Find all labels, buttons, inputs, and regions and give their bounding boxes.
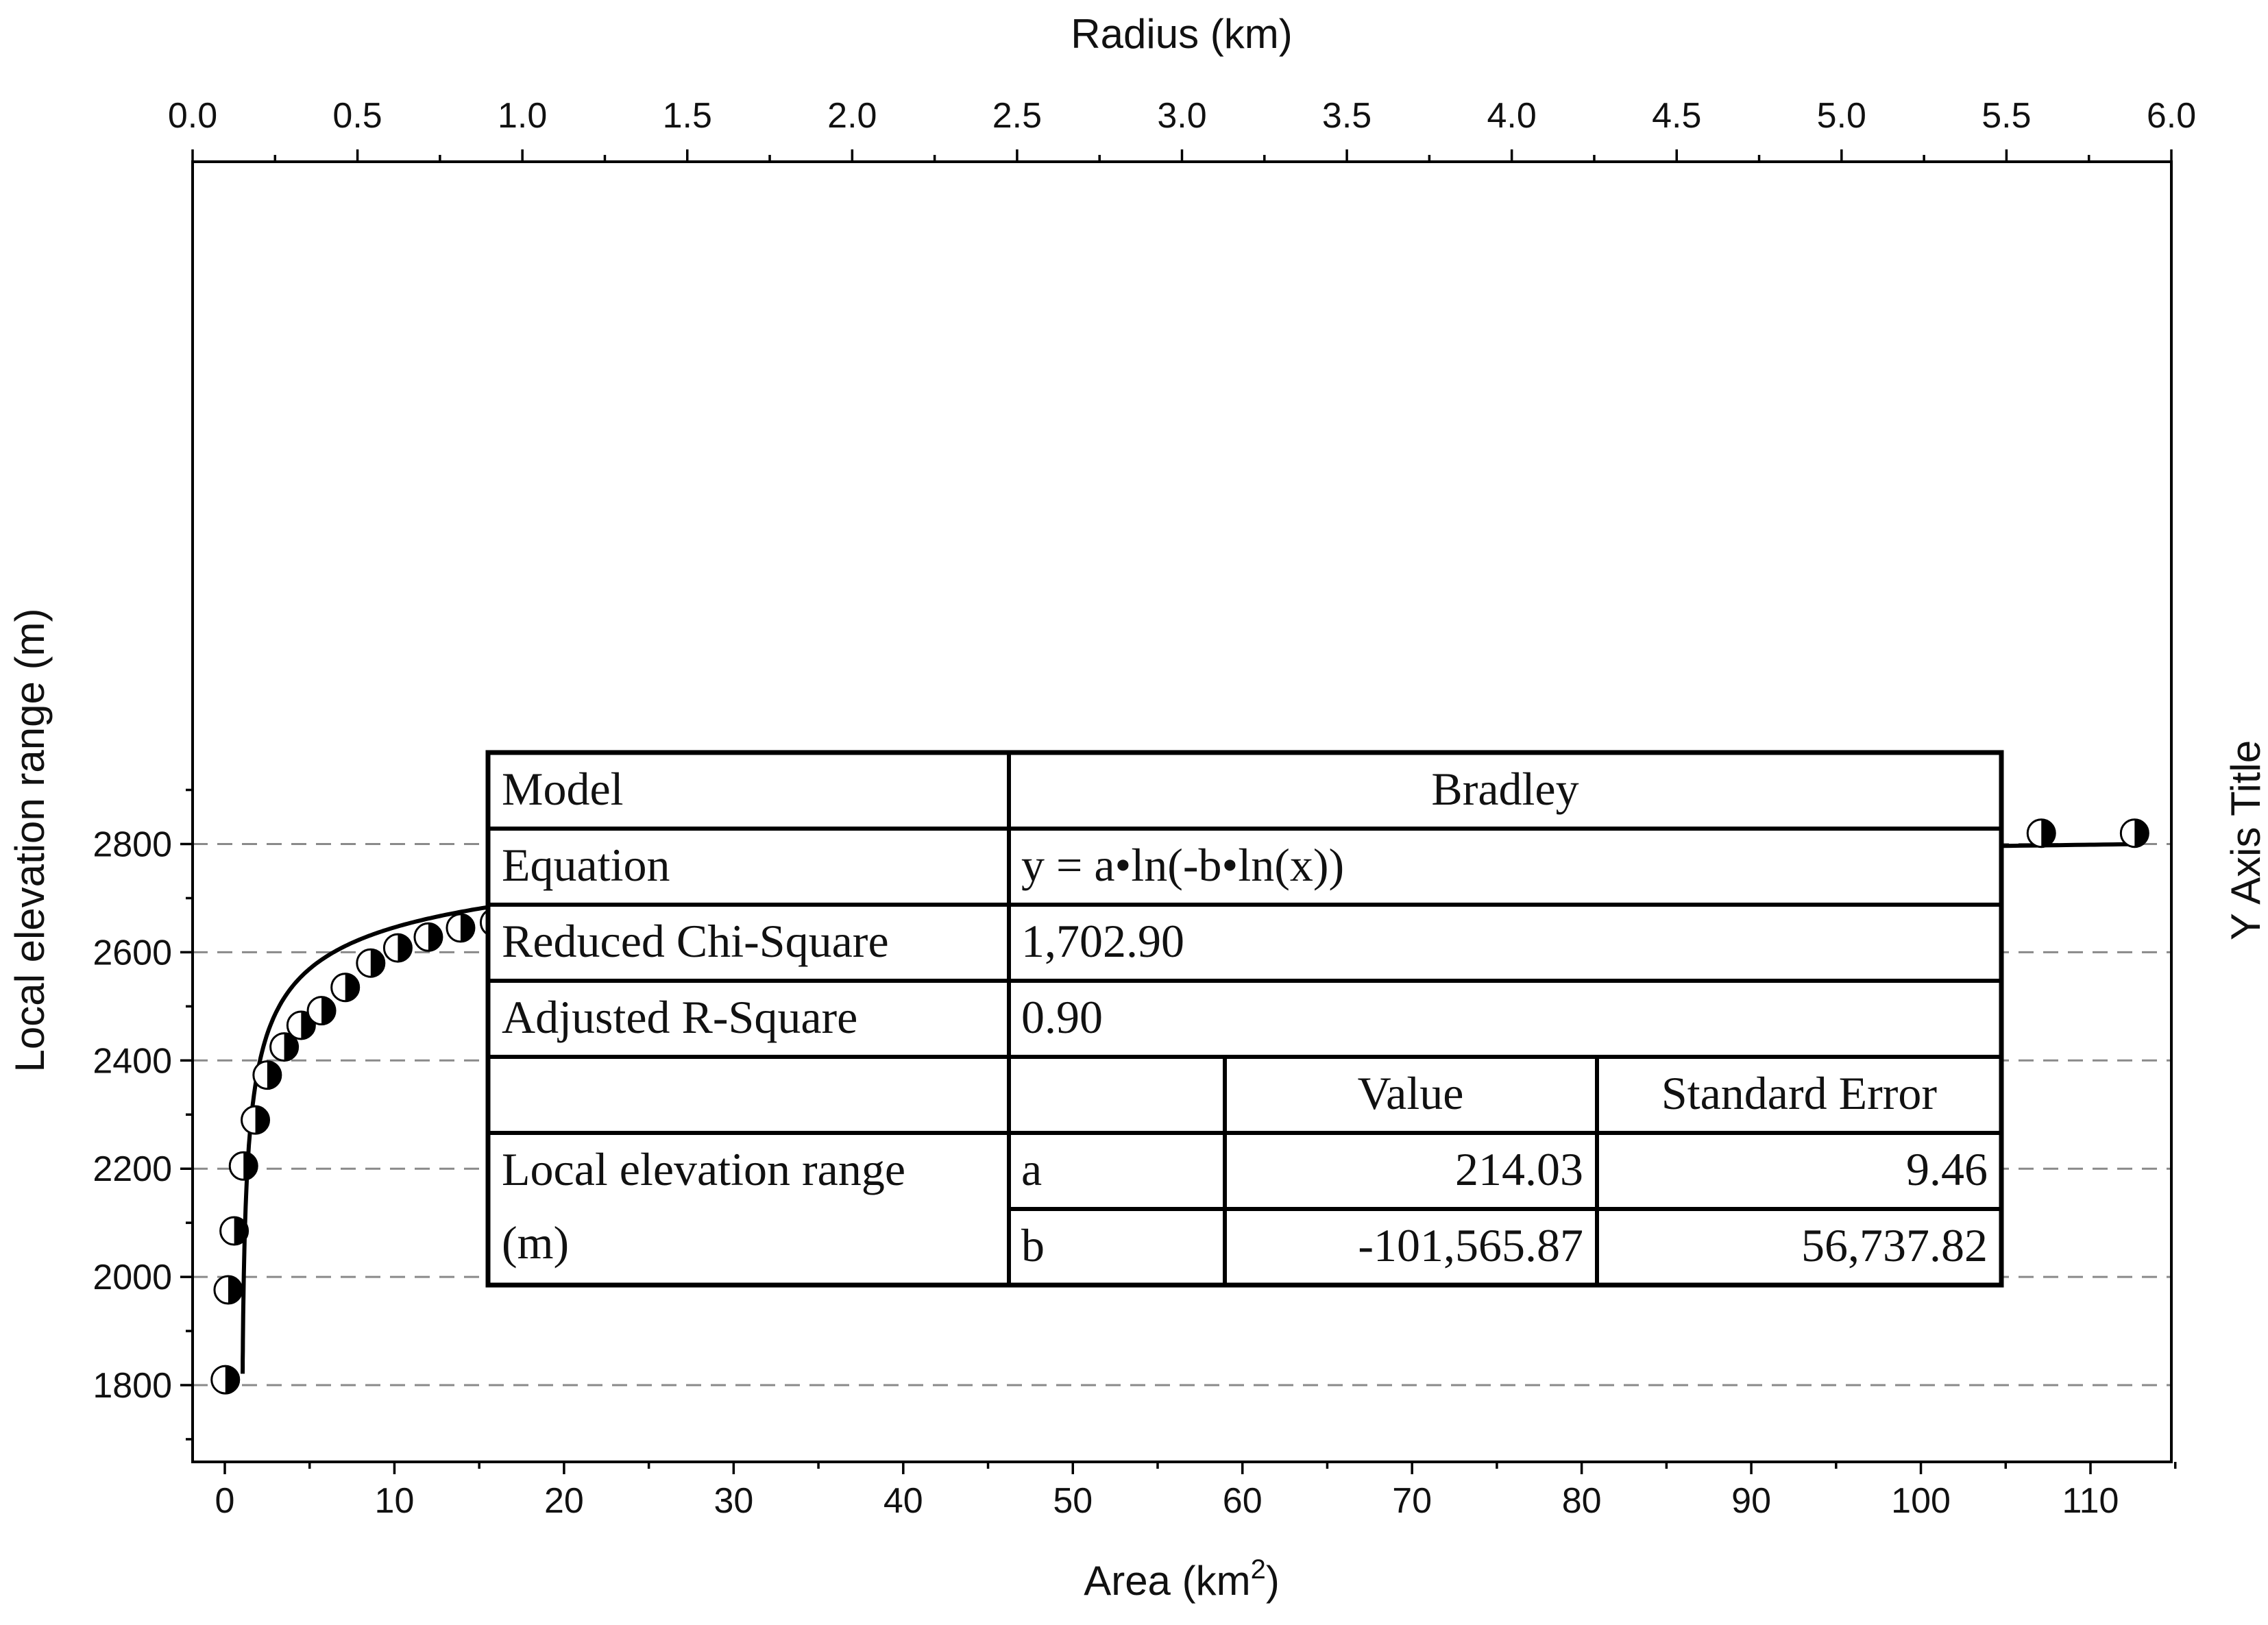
x-tick-label-50: 50 [1053, 1481, 1093, 1521]
point-fill-half [321, 997, 336, 1025]
y-tick-label-2800: 2800 [93, 825, 172, 865]
point-fill-half [460, 914, 474, 942]
point-fill-half [2134, 819, 2149, 847]
half-filled-point [446, 913, 476, 943]
y-tick-label-2200: 2200 [93, 1149, 172, 1189]
x2-tick-label-1.0: 1.0 [498, 96, 547, 136]
y-tick-label-2400: 2400 [93, 1041, 172, 1081]
point-fill-half [398, 934, 412, 962]
table-row-value: 0.90 [1021, 991, 1103, 1043]
half-filled-point [210, 1365, 241, 1395]
x-tick-label-110: 110 [2062, 1481, 2119, 1521]
half-filled-point [286, 1010, 316, 1040]
right-axis-title: Y Axis Title [2223, 740, 2268, 940]
point-fill-half [267, 1061, 281, 1089]
x2-tick-label-4.0: 4.0 [1487, 96, 1537, 136]
param-name-b: b [1021, 1219, 1045, 1271]
half-filled-point [269, 1032, 300, 1062]
half-filled-point [356, 948, 386, 978]
x-axis-title: Area (km2) [1084, 1554, 1280, 1604]
half-filled-point [219, 1216, 249, 1246]
param-name-a: a [1021, 1143, 1042, 1195]
half-filled-point [330, 973, 361, 1003]
half-filled-point [382, 933, 413, 963]
y-tick-label-2000: 2000 [93, 1258, 172, 1297]
table-row-value: y = a•ln(-b•ln(x)) [1021, 839, 1344, 891]
x-tick-label-60: 60 [1223, 1481, 1263, 1521]
point-fill-half [284, 1033, 298, 1061]
x2-tick-label-4.5: 4.5 [1652, 96, 1701, 136]
y-axis-title: Local elevation range (m) [7, 608, 53, 1072]
x2-tick-label-1.5: 1.5 [663, 96, 712, 136]
table-row-label: Adjusted R-Square [502, 991, 857, 1043]
x2-tick-label-2.5: 2.5 [992, 96, 1042, 136]
param-error-a: 9.46 [1906, 1143, 1988, 1195]
param-value-a: 214.03 [1455, 1143, 1583, 1195]
x-tick-label-80: 80 [1562, 1481, 1602, 1521]
table-header-error: Standard Error [1661, 1067, 1938, 1119]
x-tick-label-0: 0 [215, 1481, 235, 1521]
x-tick-label-100: 100 [1891, 1481, 1951, 1521]
half-filled-point [306, 996, 337, 1026]
x-tick-label-90: 90 [1731, 1481, 1771, 1521]
half-filled-point [213, 1275, 243, 1305]
x2-tick-label-5.5: 5.5 [1982, 96, 2031, 136]
x2-tick-label-0.5: 0.5 [332, 96, 382, 136]
y-tick-label-1800: 1800 [93, 1366, 172, 1406]
table-row-label: Equation [502, 839, 670, 891]
table-row-label: Reduced Chi-Square [502, 915, 889, 967]
x2-tick-label-5.0: 5.0 [1817, 96, 1866, 136]
x2-tick-label-3.5: 3.5 [1322, 96, 1371, 136]
y-tick-label-2600: 2600 [93, 933, 172, 973]
x2-tick-label-6.0: 6.0 [2147, 96, 2196, 136]
half-filled-point [252, 1060, 282, 1090]
point-fill-half [228, 1276, 242, 1304]
table-row-label: Model [502, 763, 624, 815]
table-header-value: Value [1358, 1067, 1464, 1119]
point-fill-half [243, 1152, 258, 1180]
half-filled-point [2026, 818, 2056, 848]
param-error-b: 56,737.82 [1801, 1219, 1988, 1271]
table-background [488, 753, 2001, 1285]
half-filled-point [241, 1105, 271, 1135]
point-fill-half [428, 923, 442, 951]
x-tick-label-40: 40 [883, 1481, 923, 1521]
point-fill-half [234, 1217, 248, 1245]
x-tick-label-70: 70 [1392, 1481, 1432, 1521]
x-tick-label-30: 30 [714, 1481, 753, 1521]
x2-tick-label-0.0: 0.0 [168, 96, 217, 136]
half-filled-point [2119, 818, 2149, 848]
x2-tick-label-2.0: 2.0 [827, 96, 877, 136]
half-filled-point [413, 922, 443, 952]
point-fill-half [2041, 819, 2056, 847]
x-tick-label-10: 10 [375, 1481, 415, 1521]
x-tick-label-20: 20 [544, 1481, 584, 1521]
fit-results-table: Model Bradley Equation y = a•ln(-b•ln(x)… [485, 750, 2004, 1288]
table-row-value: Bradley [1431, 763, 1578, 815]
point-fill-half [345, 973, 359, 1001]
half-filled-point [228, 1151, 258, 1181]
param-value-b: -101,565.87 [1358, 1219, 1583, 1271]
point-fill-half [225, 1366, 239, 1394]
table-border [485, 750, 2004, 1288]
top-axis-title: Radius (km) [1071, 11, 1292, 57]
table-dataset-unit: (m) [502, 1217, 569, 1269]
axis-ticks: 1800 2000 2200 2400 2600 2800 0 10 20 30 40 50 60 70 8… [93, 96, 2196, 1521]
x2-tick-label-3.0: 3.0 [1157, 96, 1206, 136]
table-row-value: 1,702.90 [1021, 915, 1184, 967]
point-fill-half [370, 949, 385, 977]
table-dataset-name: Local elevation range [502, 1143, 905, 1195]
point-fill-half [255, 1106, 269, 1134]
